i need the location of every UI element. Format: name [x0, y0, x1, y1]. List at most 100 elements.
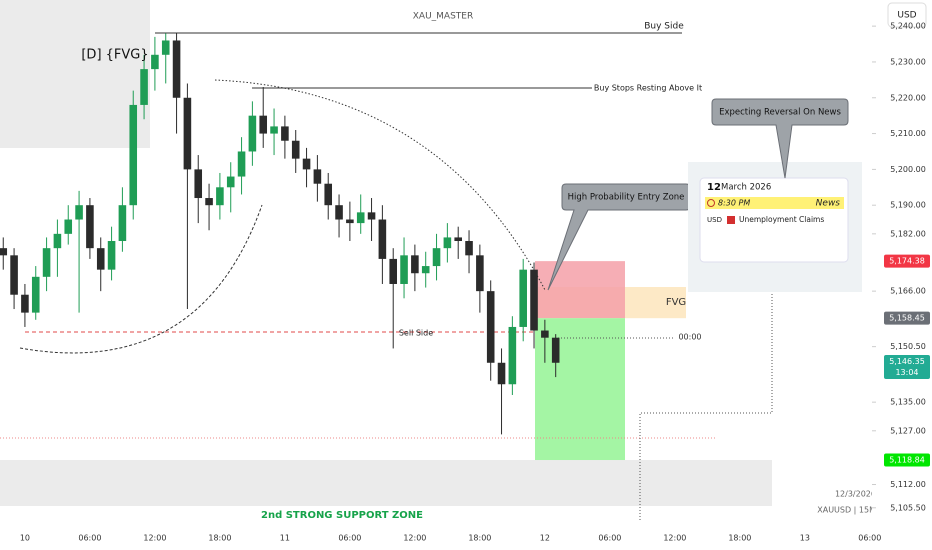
- price-axis: [872, 0, 932, 550]
- x-tick-label: 12:00: [403, 534, 426, 543]
- candle-body: [10, 255, 18, 295]
- candle-body: [194, 169, 203, 199]
- candle-body: [161, 40, 170, 55]
- candle-body: [291, 140, 300, 159]
- x-tick-label: 06:00: [858, 534, 881, 543]
- buy-stops-label: Buy Stops Resting Above It: [594, 84, 702, 93]
- price-badge-label: 5,146.35: [889, 357, 925, 366]
- candle-body: [508, 326, 517, 385]
- candle-body: [205, 198, 213, 206]
- candle-body: [248, 115, 257, 152]
- candle-body: [259, 115, 268, 134]
- candle-body: [129, 104, 138, 206]
- candle-body: [53, 233, 62, 249]
- candle-body: [281, 126, 289, 141]
- x-tick-label: 10: [20, 534, 30, 543]
- y-tick-label: 5,135.00: [890, 398, 926, 407]
- sell-side-label: Sell Side: [399, 329, 433, 338]
- candle-body: [270, 126, 278, 134]
- session-label: 00:00: [678, 333, 701, 342]
- target-zone: [535, 318, 625, 461]
- y-tick-label: 5,105.50: [890, 503, 926, 512]
- x-tick-label: 06:00: [338, 534, 361, 543]
- news-event: Unemployment Claims: [739, 215, 824, 224]
- candle-body: [237, 151, 246, 177]
- candle-body: [519, 269, 527, 327]
- candle-body: [421, 266, 430, 274]
- daily-fvg-zone: [0, 0, 150, 148]
- x-tick-label: 12: [540, 534, 550, 543]
- support-zone: [0, 460, 772, 506]
- candle-body: [389, 258, 398, 284]
- candle-body: [356, 212, 365, 224]
- x-tick-label: 11: [280, 534, 290, 543]
- news-month: March 2026: [721, 183, 771, 193]
- y-tick-label: 5,240.00: [890, 22, 926, 31]
- candle-body: [378, 219, 387, 259]
- y-tick-label: 5,220.00: [890, 93, 926, 102]
- impact-icon: [727, 216, 735, 224]
- candle-body: [31, 276, 40, 313]
- stop-zone: [535, 261, 625, 319]
- price-badge-label: 5,158.45: [889, 314, 925, 323]
- currency-button-label[interactable]: USD: [897, 11, 916, 21]
- x-tick-label: 06:00: [598, 534, 621, 543]
- candle-body: [0, 248, 8, 256]
- alarm-icon: [707, 199, 715, 207]
- candle-body: [118, 205, 127, 242]
- news-time: 8:30 PM: [718, 199, 750, 208]
- price-badge-label: 5,118.84: [889, 456, 925, 465]
- axis-labels: 10 06:00 12:00 18:00 11 06:00 12:00 18:00 12 06:0…: [20, 22, 930, 543]
- candle-body: [226, 176, 235, 188]
- buy-side-label: Buy Side: [644, 22, 684, 32]
- price-badge: [884, 311, 930, 325]
- x-tick-label: 12:00: [143, 534, 166, 543]
- y-tick-label: 5,200.00: [890, 165, 926, 174]
- candle-body: [432, 248, 441, 267]
- candle-body: [324, 183, 333, 206]
- price-badge: [884, 453, 930, 467]
- accumulation-arc: [19, 204, 263, 354]
- y-tick-label: 5,127.00: [890, 426, 926, 435]
- candle-body: [400, 255, 408, 284]
- indicator-title: XAU_MASTER: [413, 12, 473, 22]
- currency-button[interactable]: [887, 2, 927, 28]
- news-highlight: [705, 197, 844, 209]
- candle-body: [151, 54, 159, 70]
- price-badge: [884, 355, 930, 380]
- expecting-callout-text: Expecting Reversal On News: [719, 108, 841, 118]
- candle-body: [497, 362, 506, 385]
- candle-body: [183, 97, 192, 170]
- candle-body: [346, 219, 354, 224]
- candle-body: [107, 241, 116, 270]
- x-tick-label: 12:00: [663, 534, 686, 543]
- candle-body: [476, 255, 484, 292]
- daily-fvg-label: [D] {FVG}: [81, 48, 148, 63]
- y-tick-label: 5,210.00: [890, 129, 926, 138]
- news-tag: News: [816, 199, 841, 209]
- countdown-label: 13:04: [895, 368, 918, 377]
- y-tick-label: 5,182.00: [890, 229, 926, 238]
- x-tick-label: 18:00: [728, 534, 751, 543]
- candle-body: [530, 269, 538, 331]
- news-day: 12: [707, 182, 721, 193]
- price-badge-label: 5,174.38: [889, 257, 925, 266]
- y-tick-label: 5,112.00: [890, 480, 926, 489]
- candle-body: [335, 205, 343, 220]
- y-tick-label: 5,230.00: [890, 57, 926, 66]
- news-currency: USD: [707, 216, 722, 224]
- candle-body: [486, 291, 495, 363]
- candle-body: [172, 40, 181, 98]
- date-label: 12/3/2026: [835, 490, 876, 499]
- y-tick-label: 5,150.50: [890, 342, 926, 351]
- x-tick-label: 13: [800, 534, 810, 543]
- entry-callout-text: High Probability Entry Zone: [568, 193, 685, 203]
- x-tick-label: 18:00: [468, 534, 491, 543]
- candle-body: [367, 212, 376, 220]
- candle-body: [42, 248, 51, 277]
- candle-body: [86, 205, 94, 249]
- y-tick-label: 5,166.00: [890, 287, 926, 296]
- candle-body: [551, 337, 560, 363]
- candle-body: [21, 294, 29, 313]
